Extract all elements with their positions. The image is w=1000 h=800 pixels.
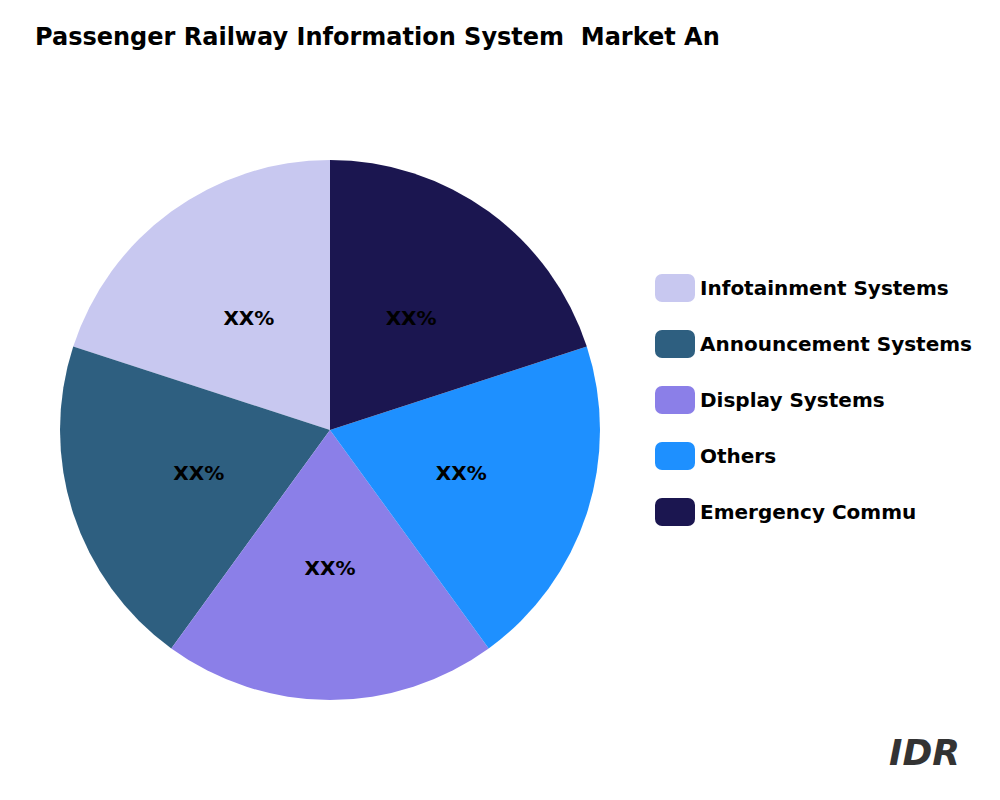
svg-text:XX%: XX%: [223, 306, 274, 330]
svg-text:IDR: IDR: [889, 732, 960, 773]
svg-text:XX%: XX%: [305, 556, 356, 580]
svg-text:Others: Others: [700, 444, 776, 468]
svg-text:XX%: XX%: [173, 461, 224, 485]
svg-text:XX%: XX%: [436, 461, 487, 485]
svg-text:Announcement Systems: Announcement Systems: [700, 332, 972, 356]
svg-text:Display Systems: Display Systems: [700, 388, 885, 412]
svg-text:Infotainment Systems: Infotainment Systems: [700, 276, 949, 300]
svg-text:Emergency Commu: Emergency Commu: [700, 500, 916, 524]
svg-text:Passenger Railway Information: Passenger Railway Information System Mar…: [35, 23, 720, 51]
svg-text:XX%: XX%: [386, 306, 437, 330]
